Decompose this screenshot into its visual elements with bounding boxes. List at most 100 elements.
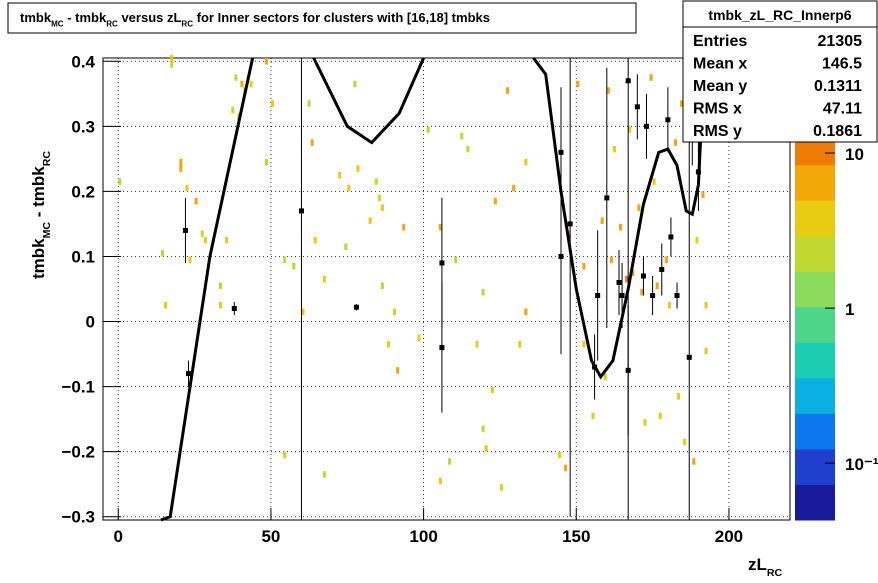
palette-band (795, 448, 835, 485)
y-tick-label: −0.2 (61, 443, 95, 462)
cell (557, 451, 561, 459)
cell (692, 458, 696, 465)
profile-point (625, 367, 631, 373)
stats-key: Mean x (693, 56, 747, 73)
x-tick-label: 200 (715, 527, 743, 546)
label-part: zL (748, 555, 767, 574)
cell (512, 184, 516, 192)
cell (356, 165, 360, 172)
cell (448, 458, 452, 465)
stats-value: 47.11 (823, 101, 862, 118)
cell (655, 282, 659, 289)
profile-point (353, 304, 359, 310)
cell (338, 171, 342, 179)
cell (438, 477, 442, 485)
cell (380, 282, 384, 289)
palette-band (795, 377, 835, 414)
cell (490, 386, 494, 394)
profile-point (604, 195, 610, 201)
cell (219, 282, 223, 289)
label-part: tmbk (20, 10, 52, 25)
cell (292, 262, 296, 270)
cell (564, 464, 568, 472)
cell (402, 223, 406, 231)
cell (386, 341, 391, 348)
palette-band (795, 271, 835, 308)
cell (270, 100, 274, 107)
x-tick-label: 0 (114, 527, 123, 546)
cell (301, 308, 305, 316)
label-text: tmbkMC - tmbkRC versus zLRC for Inner se… (20, 10, 490, 29)
cell (377, 194, 381, 202)
cell (264, 158, 268, 166)
y-tick-label: 0.3 (71, 117, 95, 136)
cell (438, 223, 442, 231)
profile-point (439, 345, 445, 351)
palette-band (795, 306, 835, 343)
cell (600, 217, 604, 224)
cell (649, 74, 653, 81)
stats-value: 146.5 (822, 56, 862, 73)
cell (185, 184, 189, 192)
profile-point (674, 293, 680, 299)
cell (426, 126, 430, 133)
palette-band (795, 200, 835, 237)
cell (393, 308, 397, 316)
cell (188, 256, 192, 263)
x-tick-label: 50 (261, 527, 280, 546)
label-part: tmbk (29, 238, 48, 279)
label-text: tmbkMC - tmbkRC (29, 151, 53, 279)
y-tick-label: 0.1 (71, 247, 95, 266)
cell (347, 184, 351, 192)
cell (664, 256, 668, 263)
cell (637, 204, 641, 211)
label-part: RC (767, 567, 783, 578)
profile-point (634, 104, 640, 110)
cell (203, 236, 207, 244)
cell (240, 80, 244, 88)
cell (283, 256, 287, 263)
cell (225, 236, 229, 244)
cell (234, 74, 238, 81)
profile-point (619, 293, 625, 299)
cell (499, 484, 503, 491)
x-tick-label: 100 (409, 527, 437, 546)
label-part: - tmbk (64, 10, 107, 25)
cell (353, 80, 357, 88)
cell (283, 451, 287, 459)
stats-key: Entries (693, 33, 747, 50)
cell (179, 165, 183, 172)
cell (625, 275, 629, 283)
cell (344, 243, 348, 250)
cell (673, 139, 678, 146)
cell (219, 302, 223, 309)
cell (506, 87, 510, 94)
stats-key: RMS x (693, 101, 742, 118)
cell (591, 412, 595, 420)
z-tick-label: 10 (845, 145, 864, 164)
profile-point (659, 266, 665, 272)
cell (695, 236, 699, 244)
y-tick-label: 0.4 (71, 52, 95, 71)
palette-band (795, 413, 835, 450)
cell (170, 61, 174, 68)
stats-value: 21305 (818, 33, 863, 50)
profile-point (650, 293, 656, 299)
stats-title: tmbk_zL_RC_Innerp6 (708, 7, 851, 23)
cell (310, 139, 314, 146)
stats-box (682, 0, 878, 143)
profile-point (298, 208, 304, 214)
cell (640, 289, 644, 296)
cell (307, 100, 311, 107)
palette-band (795, 342, 835, 379)
cell (466, 145, 470, 153)
palette-band (795, 164, 835, 201)
cell (231, 106, 235, 114)
cell (631, 269, 635, 276)
profile-point (616, 279, 622, 285)
cell (249, 80, 253, 88)
x-tick-label: 150 (562, 527, 590, 546)
label-part: RC (41, 151, 53, 167)
cell (475, 341, 479, 348)
